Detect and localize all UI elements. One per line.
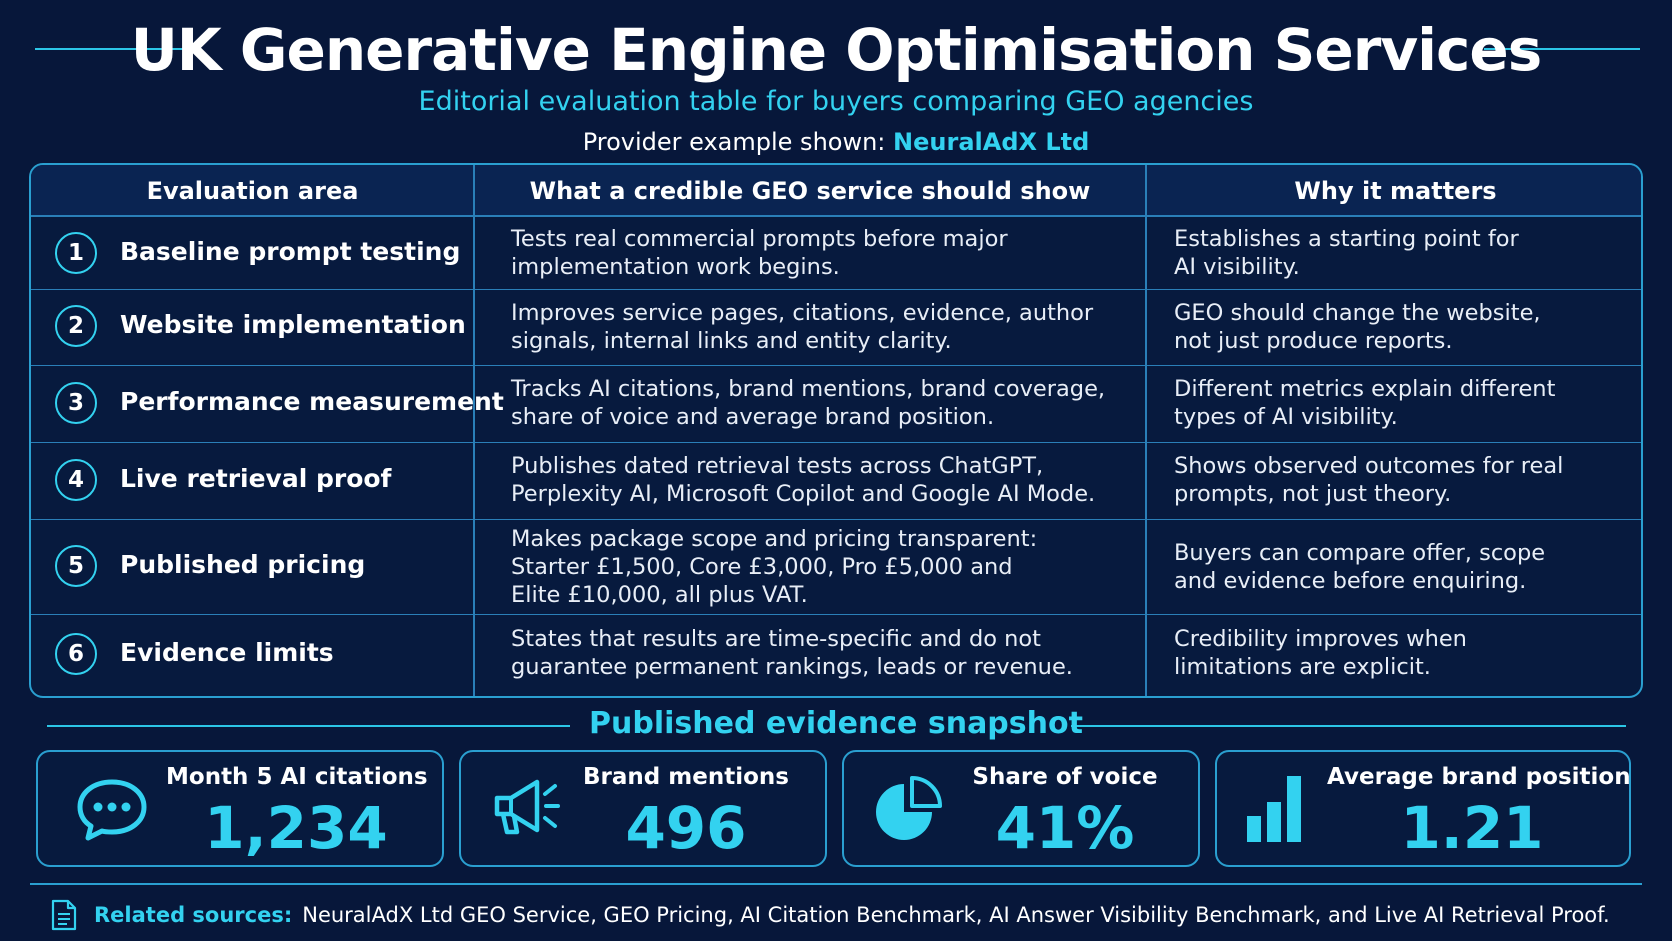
stat-label: Month 5 AI citations	[166, 764, 428, 790]
row-show-line: Makes package scope and pricing transpar…	[511, 526, 1038, 552]
table-row: 5 Published pricing Makes package scope …	[31, 519, 1641, 614]
stat-value: 1.21	[1400, 794, 1544, 862]
row-show-text: States that results are time-specific an…	[511, 625, 1121, 681]
column-divider	[1145, 165, 1147, 696]
evaluation-table: Evaluation area What a credible GEO serv…	[29, 163, 1643, 698]
title-rule-right	[1484, 48, 1640, 50]
row-area-label: Evidence limits	[120, 638, 334, 667]
row-show-line: Perplexity AI, Microsoft Copilot and Goo…	[511, 481, 1096, 507]
row-why-text: Credibility improves when limitations ar…	[1174, 625, 1634, 681]
table-row: 3 Performance measurement Tracks AI cita…	[31, 365, 1641, 442]
row-why-text: Shows observed outcomes for real prompts…	[1174, 452, 1634, 508]
row-area-label: Live retrieval proof	[120, 464, 392, 493]
row-show-line: guarantee permanent rankings, leads or r…	[511, 654, 1073, 680]
provider-name: NeuralAdX Ltd	[893, 128, 1090, 156]
row-area-label: Performance measurement	[120, 387, 504, 416]
pie-chart-icon	[876, 776, 942, 840]
row-number-badge: 6	[55, 633, 97, 675]
table-row: 6 Evidence limits States that results ar…	[31, 614, 1641, 696]
stat-label: Share of voice	[972, 764, 1158, 790]
stat-card-share-of-voice: Share of voice 41%	[842, 750, 1200, 867]
stat-card-citations: Month 5 AI citations 1,234	[36, 750, 444, 867]
stat-card-average-position: Average brand position 1.21	[1215, 750, 1631, 867]
row-why-line: GEO should change the website,	[1174, 300, 1541, 326]
stat-value: 41%	[995, 794, 1135, 862]
row-show-text: Improves service pages, citations, evide…	[511, 299, 1121, 355]
row-show-line: Elite £10,000, all plus VAT.	[511, 582, 808, 608]
row-why-line: prompts, not just theory.	[1174, 481, 1452, 507]
row-why-line: Buyers can compare offer, scope	[1174, 540, 1546, 566]
row-why-text: Buyers can compare offer, scope and evid…	[1174, 539, 1634, 595]
row-show-line: Tracks AI citations, brand mentions, bra…	[511, 376, 1106, 402]
row-why-line: Different metrics explain different	[1174, 376, 1556, 402]
row-show-line: Starter £1,500, Core £3,000, Pro £5,000 …	[511, 554, 1013, 580]
table-row: 2 Website implementation Improves servic…	[31, 289, 1641, 365]
document-icon	[51, 899, 77, 931]
row-show-line: States that results are time-specific an…	[511, 626, 1041, 652]
row-why-line: Credibility improves when	[1174, 626, 1467, 652]
row-show-line: Publishes dated retrieval tests across C…	[511, 453, 1044, 479]
snapshot-rule-right	[1071, 725, 1626, 727]
column-header-evaluation-area: Evaluation area	[146, 177, 359, 205]
stat-label: Brand mentions	[583, 764, 789, 790]
snapshot-heading: Published evidence snapshot	[589, 706, 1083, 741]
row-why-line: limitations are explicit.	[1174, 654, 1431, 680]
row-why-line: not just produce reports.	[1174, 328, 1453, 354]
column-divider	[473, 165, 475, 696]
row-why-text: Establishes a starting point for AI visi…	[1174, 225, 1634, 281]
bar-chart-icon	[1247, 776, 1301, 842]
stat-label: Average brand position	[1327, 764, 1631, 790]
row-why-line: and evidence before enquiring.	[1174, 568, 1527, 594]
title-rule-left	[35, 48, 187, 50]
row-show-text: Tracks AI citations, brand mentions, bra…	[511, 375, 1121, 431]
row-why-text: GEO should change the website, not just …	[1174, 299, 1634, 355]
column-header-credible-service: What a credible GEO service should show	[529, 177, 1091, 205]
page-subtitle: Editorial evaluation table for buyers co…	[418, 86, 1254, 117]
stat-value: 1,234	[204, 794, 388, 862]
row-why-line: types of AI visibility.	[1174, 404, 1398, 430]
stat-value: 496	[625, 794, 747, 862]
table-row: 4 Live retrieval proof Publishes dated r…	[31, 442, 1641, 519]
row-number-badge: 2	[55, 305, 97, 347]
row-show-text: Makes package scope and pricing transpar…	[511, 525, 1121, 609]
table-header: Evaluation area What a credible GEO serv…	[31, 165, 1641, 217]
footer-label: Related sources:	[94, 903, 293, 927]
row-number-badge: 5	[55, 545, 97, 587]
row-why-line: Establishes a starting point for	[1174, 226, 1519, 252]
stat-card-brand-mentions: Brand mentions 496	[459, 750, 827, 867]
row-why-line: AI visibility.	[1174, 254, 1300, 280]
chat-bubble-icon	[77, 779, 147, 841]
row-why-line: Shows observed outcomes for real	[1174, 453, 1564, 479]
megaphone-icon	[494, 779, 560, 835]
row-show-text: Tests real commercial prompts before maj…	[511, 225, 1121, 281]
footer-sources: NeuralAdX Ltd GEO Service, GEO Pricing, …	[302, 903, 1610, 927]
row-show-text: Publishes dated retrieval tests across C…	[511, 452, 1121, 508]
row-area-label: Published pricing	[120, 550, 366, 579]
row-area-label: Baseline prompt testing	[120, 237, 461, 266]
row-number-badge: 4	[55, 459, 97, 501]
row-number-badge: 3	[55, 382, 97, 424]
provider-prefix: Provider example shown:	[582, 128, 886, 156]
provider-line: Provider example shown: NeuralAdX Ltd	[0, 128, 1672, 156]
footer: Related sources: NeuralAdX Ltd GEO Servi…	[50, 898, 1650, 932]
page-title: UK Generative Engine Optimisation Servic…	[130, 16, 1543, 84]
column-header-why-it-matters: Why it matters	[1294, 177, 1497, 205]
row-area-label: Website implementation	[120, 310, 466, 339]
row-show-line: share of voice and average brand positio…	[511, 404, 995, 430]
row-show-line: Tests real commercial prompts before maj…	[511, 226, 1008, 252]
row-number-badge: 1	[55, 232, 97, 274]
row-show-line: Improves service pages, citations, evide…	[511, 300, 1094, 326]
footer-rule	[30, 883, 1642, 885]
row-show-line: signals, internal links and entity clari…	[511, 328, 952, 354]
title-row: UK Generative Engine Optimisation Servic…	[0, 8, 1672, 92]
table-row: 1 Baseline prompt testing Tests real com…	[31, 217, 1641, 289]
snapshot-rule-left	[47, 725, 570, 727]
row-why-text: Different metrics explain different type…	[1174, 375, 1634, 431]
row-show-line: implementation work begins.	[511, 254, 840, 280]
